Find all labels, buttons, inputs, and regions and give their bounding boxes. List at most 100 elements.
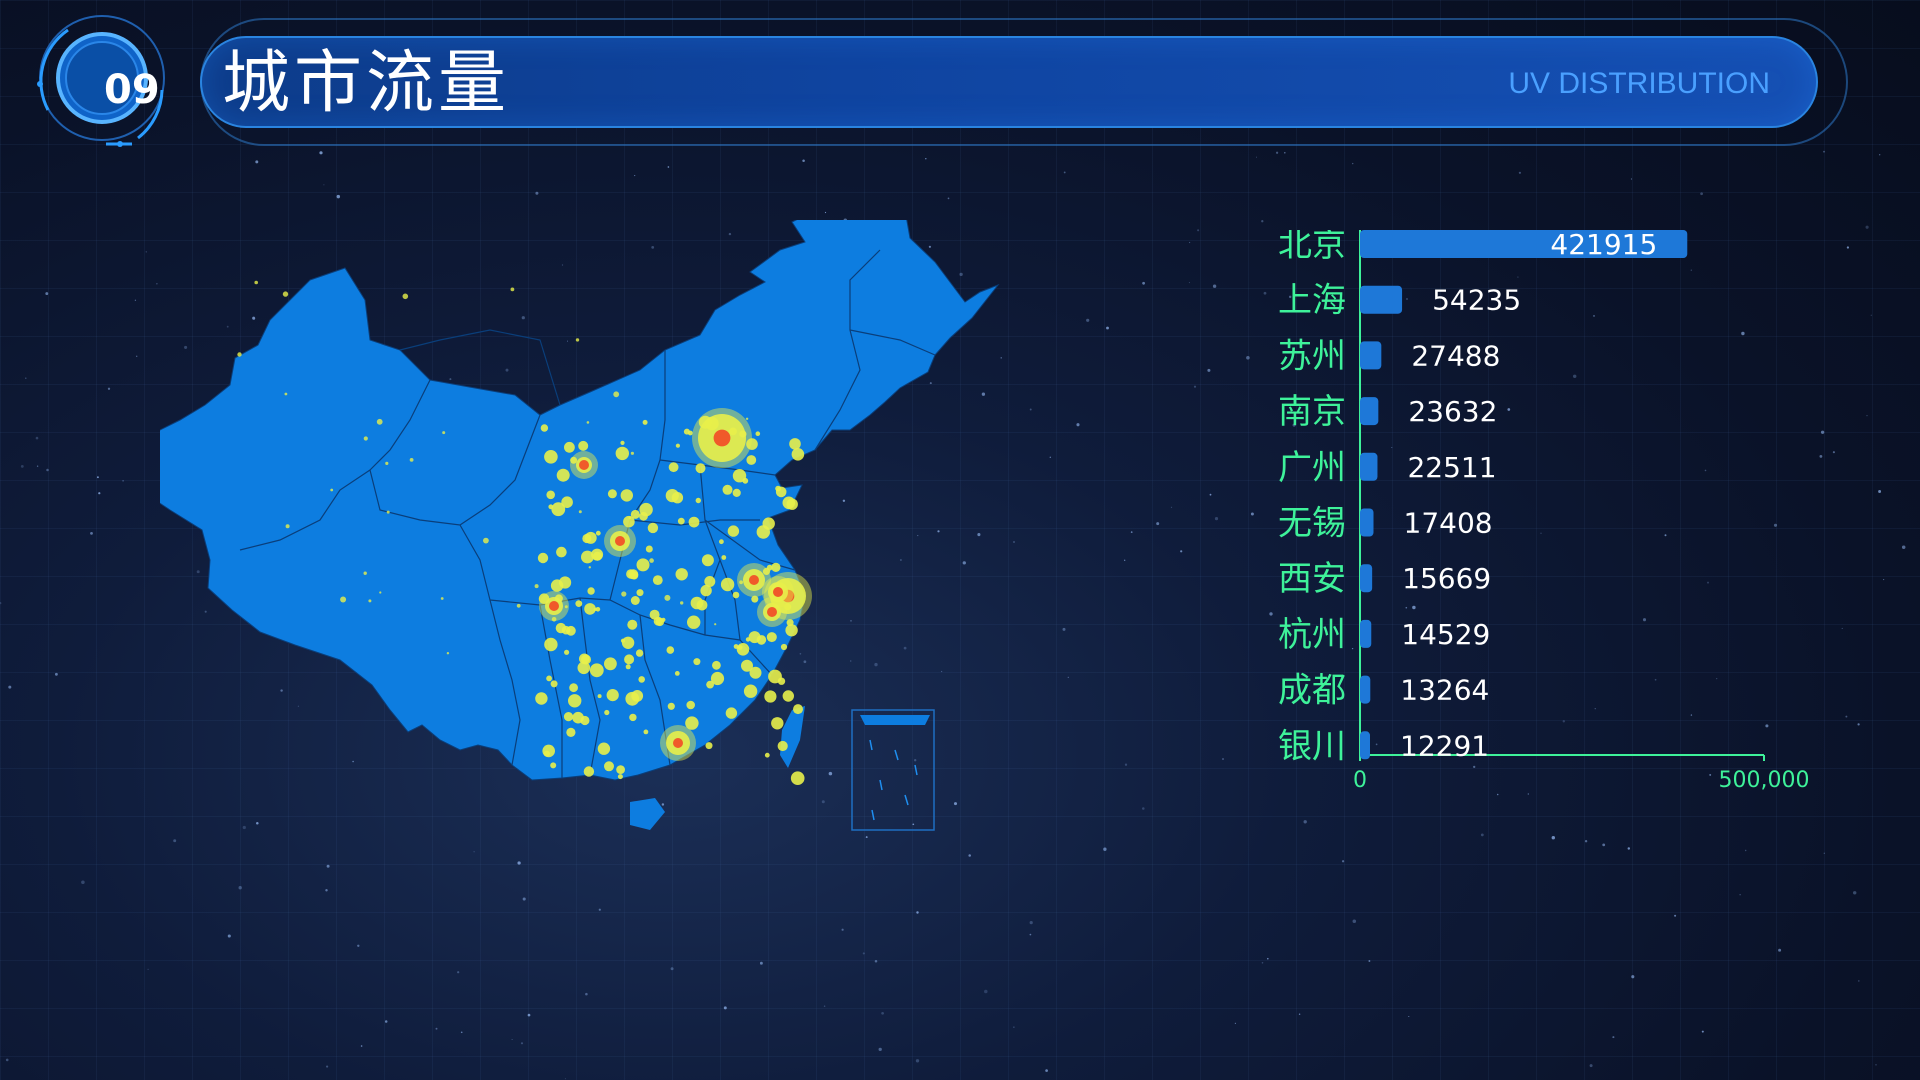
star <box>634 175 636 177</box>
city-dot <box>564 441 575 453</box>
star <box>561 264 564 266</box>
star <box>1045 1069 1048 1072</box>
x-tick-label: 0 <box>1353 768 1367 793</box>
city-dot <box>685 716 699 730</box>
city-dot <box>543 750 550 757</box>
star <box>1841 627 1843 629</box>
star <box>1234 1022 1237 1025</box>
star <box>1594 708 1596 710</box>
city-dot <box>591 548 604 561</box>
star <box>1067 676 1069 679</box>
header-bar <box>200 36 1818 128</box>
city-dot <box>748 631 761 644</box>
star <box>1188 241 1191 244</box>
star <box>1263 291 1267 295</box>
star <box>1865 225 1869 229</box>
star <box>1363 776 1365 778</box>
star <box>36 465 39 467</box>
city-dot <box>777 740 788 752</box>
city-dot <box>756 525 770 539</box>
city-dot <box>510 287 515 292</box>
star <box>256 822 259 825</box>
star <box>953 802 958 806</box>
city-dot <box>683 428 690 435</box>
city-dot <box>570 456 578 464</box>
city-dot <box>550 762 557 769</box>
star <box>1351 647 1354 650</box>
star <box>1716 677 1718 680</box>
city-dot <box>620 440 625 445</box>
star <box>1778 948 1782 952</box>
star <box>940 670 943 673</box>
star <box>962 561 966 565</box>
star <box>326 1065 329 1068</box>
city-dot <box>643 729 649 735</box>
star <box>1517 276 1519 278</box>
city-dot <box>739 580 743 585</box>
city-dot <box>667 702 675 710</box>
city-dot <box>668 462 679 473</box>
city-dot <box>736 643 750 656</box>
star <box>1029 933 1032 936</box>
star <box>122 480 124 482</box>
star <box>173 839 177 843</box>
category-label: 苏州 <box>1278 336 1346 376</box>
city-dot <box>626 569 636 579</box>
star <box>850 620 852 622</box>
star <box>1013 1026 1015 1028</box>
city-dot <box>587 587 595 595</box>
category-label: 银川 <box>1278 726 1346 766</box>
city-dot <box>722 484 733 495</box>
star <box>1267 957 1269 960</box>
star <box>1870 314 1872 316</box>
star <box>566 340 569 342</box>
city-dot <box>701 554 714 567</box>
star <box>937 530 940 533</box>
star <box>8 685 12 689</box>
star <box>226 325 229 328</box>
star <box>1551 836 1556 840</box>
star <box>255 160 259 164</box>
star <box>1124 559 1126 561</box>
star <box>917 535 919 537</box>
star <box>521 316 525 320</box>
star <box>1875 1063 1877 1066</box>
star <box>1405 606 1408 609</box>
star <box>360 1045 363 1047</box>
category-label: 成都 <box>1278 671 1346 711</box>
city-dot <box>706 680 714 689</box>
star <box>1086 318 1090 322</box>
star <box>850 660 852 662</box>
star <box>196 570 200 574</box>
city-dot <box>483 537 489 544</box>
star <box>136 355 138 357</box>
star <box>598 908 601 911</box>
star <box>759 961 763 965</box>
star <box>1341 860 1345 863</box>
star <box>981 392 986 396</box>
star <box>1823 852 1825 854</box>
city-dot <box>680 601 684 605</box>
star <box>35 436 39 440</box>
star <box>1878 490 1882 493</box>
city-dot <box>446 652 450 655</box>
city-dot <box>578 510 582 514</box>
city-dot <box>710 671 725 686</box>
star <box>1156 522 1160 526</box>
city-dot <box>642 419 648 425</box>
hotspot-core <box>579 460 589 470</box>
star <box>1180 550 1183 553</box>
star <box>1627 847 1631 850</box>
city-dot <box>559 576 572 589</box>
city-dot <box>720 577 735 592</box>
star <box>1589 1064 1593 1068</box>
city-dot <box>285 524 290 529</box>
city-dot <box>721 555 727 560</box>
star <box>661 803 665 806</box>
star <box>959 272 963 277</box>
city-dot <box>544 637 558 652</box>
star <box>1866 414 1868 417</box>
star <box>204 610 207 613</box>
city-dot <box>564 605 568 609</box>
star <box>925 157 927 160</box>
